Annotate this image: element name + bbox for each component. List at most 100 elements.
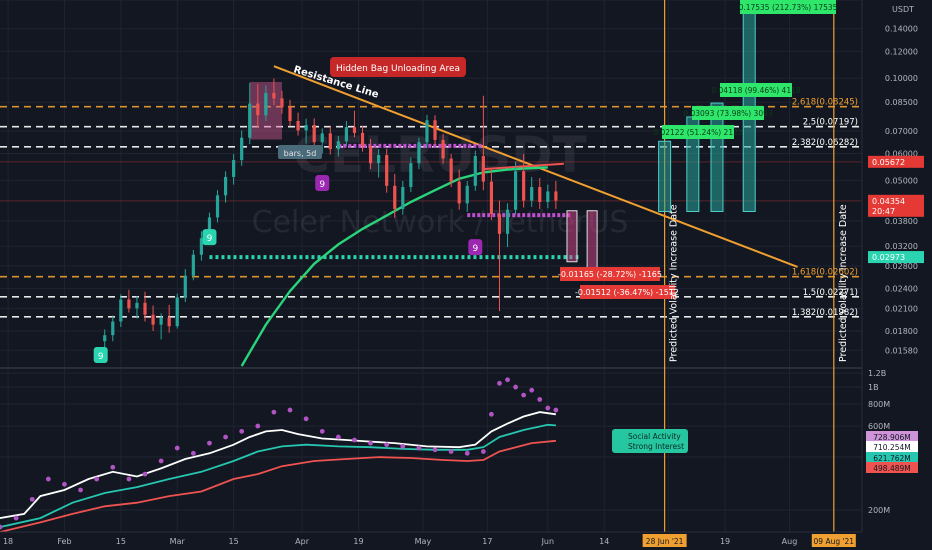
candle-body bbox=[199, 238, 204, 255]
social-value-label: 621.762M bbox=[873, 454, 911, 463]
candle-body bbox=[127, 299, 131, 309]
price-tick-label: 0.02800 bbox=[885, 262, 918, 271]
price-tick-label: 0.02400 bbox=[885, 285, 918, 294]
social-dot bbox=[521, 392, 527, 398]
social-series-line bbox=[0, 423, 556, 528]
loss-label-box bbox=[560, 267, 660, 281]
target-label-box bbox=[692, 106, 764, 120]
social-dot bbox=[529, 387, 535, 393]
candle-body bbox=[522, 171, 526, 201]
social-dot bbox=[271, 409, 277, 415]
social-dot bbox=[384, 442, 390, 448]
candle-body bbox=[530, 187, 534, 201]
social-dot bbox=[29, 496, 35, 502]
time-tick-label: Jun bbox=[541, 537, 555, 546]
candle-body bbox=[344, 127, 349, 142]
candle-body bbox=[240, 137, 244, 161]
social-subtitle: Strong Interest bbox=[628, 442, 684, 451]
price-tag-box bbox=[868, 251, 924, 264]
candle-body bbox=[280, 98, 284, 108]
candle-body bbox=[183, 275, 187, 298]
forecast-date-tag bbox=[642, 534, 687, 547]
social-dot bbox=[239, 428, 245, 434]
candle-body bbox=[505, 209, 510, 234]
social-dot bbox=[489, 411, 494, 417]
price-tick-label: 0.01580 bbox=[885, 346, 918, 355]
sequential-count-marker bbox=[315, 175, 330, 192]
fib-level-label: 1.618(0.02602) bbox=[792, 268, 858, 278]
candle-body bbox=[151, 314, 155, 325]
social-dot bbox=[505, 377, 510, 383]
social-tick-label: 200M bbox=[868, 506, 890, 515]
fib-level-label: 1.5(0.02271) bbox=[803, 288, 858, 298]
forecast-date-label: 09 Aug '21 bbox=[814, 537, 855, 546]
price-tick-label: 0.03800 bbox=[885, 217, 918, 226]
candle-body bbox=[215, 195, 220, 218]
candle-body bbox=[264, 92, 268, 116]
target-label: 0.17535 (212.73%) 17535 bbox=[739, 3, 838, 12]
target-label: 0.03093 (73.98%) 3093 bbox=[683, 109, 773, 118]
candle-body bbox=[465, 185, 469, 204]
social-dot bbox=[448, 449, 454, 454]
social-dot bbox=[223, 434, 228, 440]
forecast-date-label: 28 Jun '21 bbox=[646, 537, 684, 546]
social-dot bbox=[142, 471, 148, 477]
candle-body bbox=[167, 317, 171, 327]
price-tick-label: 0.07000 bbox=[885, 127, 918, 136]
sequential-count-label: 9 bbox=[319, 180, 325, 190]
time-tick-label: 18 bbox=[3, 537, 13, 546]
candle-body bbox=[513, 171, 518, 210]
social-value-label: 710.254M bbox=[873, 443, 911, 452]
price-tag-label: 0.02973 bbox=[872, 253, 905, 262]
price-tick-label: 0.05000 bbox=[885, 176, 918, 185]
fib-level-label: 2.618(0.08245) bbox=[792, 98, 858, 108]
loss-label-box bbox=[580, 285, 675, 299]
target-label-box bbox=[720, 83, 792, 97]
candle-body bbox=[546, 191, 550, 202]
social-dot bbox=[553, 407, 559, 413]
social-dot bbox=[335, 434, 341, 440]
forecast-date-tag bbox=[811, 534, 856, 547]
social-dot bbox=[464, 450, 470, 456]
price-tick-label: 0.03200 bbox=[885, 242, 918, 251]
social-dot bbox=[78, 487, 83, 493]
social-dot bbox=[45, 476, 51, 482]
candle-body bbox=[489, 181, 494, 215]
target-label: 0.02122 (51.24%) 2122 bbox=[653, 128, 743, 137]
social-dot bbox=[545, 405, 551, 411]
price-tag-label: 0.05672 bbox=[872, 158, 905, 167]
social-dot bbox=[400, 443, 406, 449]
candle-body bbox=[441, 139, 445, 159]
social-series-line bbox=[0, 439, 556, 533]
watermark-name: Celer Network / TetherUS bbox=[252, 205, 629, 240]
sequential-count-marker bbox=[93, 346, 108, 363]
social-dot bbox=[537, 397, 543, 402]
bars-label-box bbox=[278, 145, 322, 159]
candle-body bbox=[320, 133, 324, 143]
loss-label-1: -0.01165 (-28.72%) -1165 bbox=[558, 270, 662, 279]
candle-body bbox=[103, 335, 107, 342]
price-tick-label: 0.12000 bbox=[885, 47, 918, 56]
candle-body bbox=[159, 317, 163, 325]
candle-body bbox=[457, 181, 461, 204]
moving-average-line bbox=[240, 166, 548, 367]
candle-body bbox=[312, 125, 316, 143]
social-dot bbox=[207, 440, 212, 446]
price-tag-box bbox=[868, 194, 924, 217]
candle-body bbox=[352, 127, 357, 133]
loss-projection-bar bbox=[586, 210, 598, 277]
time-tick-label: Aug bbox=[782, 537, 798, 546]
target-projection-bar bbox=[658, 140, 672, 212]
forecast-label: Predicted Volatility Increase Date bbox=[669, 204, 680, 362]
candle-body bbox=[223, 176, 228, 196]
time-tick-label: 19 bbox=[720, 537, 730, 546]
watermark-symbol: CELRUSDT bbox=[293, 126, 586, 184]
candle-body bbox=[328, 133, 332, 150]
time-tick-label: 15 bbox=[229, 537, 239, 546]
candle-body bbox=[554, 191, 558, 201]
candle-body bbox=[497, 214, 502, 234]
social-dot bbox=[287, 407, 293, 413]
social-dot bbox=[255, 423, 261, 429]
